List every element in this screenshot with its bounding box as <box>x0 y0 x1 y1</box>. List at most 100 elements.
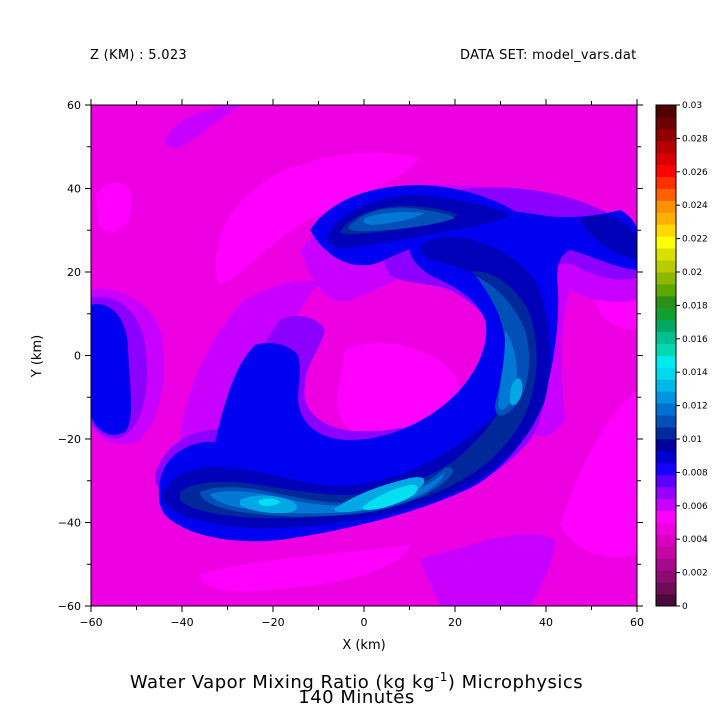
x-tick-label: 40 <box>539 616 553 629</box>
colorbar-swatch <box>656 224 676 237</box>
colorbar-swatch <box>656 248 676 261</box>
y-tick-label: 60 <box>67 99 81 112</box>
colorbar-swatch <box>656 391 676 404</box>
colorbar-swatch <box>656 427 676 440</box>
colorbar-label: 0.004 <box>682 535 708 545</box>
level-label: Z (KM) : 5.023 <box>90 48 187 63</box>
colorbar-swatch <box>656 355 676 368</box>
colorbar-swatch <box>656 486 676 500</box>
y-tick-label: −20 <box>58 433 81 446</box>
x-tick-label: −60 <box>79 616 102 629</box>
colorbar-swatch <box>656 295 676 309</box>
contour-region-purple <box>420 534 555 606</box>
y-tick-label: 0 <box>74 350 81 363</box>
contour-region-sky <box>510 378 523 406</box>
contour-region-purple <box>165 105 240 148</box>
contour-region-cyan <box>362 484 418 510</box>
x-tick-label: −20 <box>261 616 284 629</box>
colorbar: 0 0.002 0.004 0.006 0.008 0.01 0.012 0.014 0.016… <box>655 101 708 612</box>
colorbar-swatch <box>656 582 676 595</box>
colorbar-swatch <box>656 474 676 488</box>
title-tail: ) Microphysics <box>447 672 584 693</box>
chart-title: Water Vapor Mixing Ratio (kg kg-1) Micro… <box>0 668 713 692</box>
colorbar-label: 0.014 <box>682 368 708 378</box>
colorbar-label: 0.006 <box>682 502 708 512</box>
colorbar-swatch <box>656 331 676 344</box>
chart-subtitle: 140 Minutes <box>298 687 415 708</box>
colorbar-swatch <box>656 558 676 571</box>
contour-region-navy <box>580 215 637 260</box>
colorbar-swatch <box>656 462 676 476</box>
colorbar-swatch <box>656 367 676 380</box>
colorbar-swatch <box>656 307 676 321</box>
x-tick-label: 60 <box>630 616 644 629</box>
x-axis-label: X (km) <box>342 638 385 653</box>
contour-region-azure <box>363 212 425 225</box>
colorbar-label: 0.008 <box>682 468 708 478</box>
colorbar-swatch <box>656 534 676 547</box>
y-axis-label: Y (km) <box>30 335 45 378</box>
contour-region-magenta <box>336 343 459 440</box>
colorbar-swatch <box>656 319 676 333</box>
colorbar-swatch <box>656 116 676 130</box>
colorbar-swatch <box>656 188 676 201</box>
colorbar-swatch <box>656 343 676 356</box>
colorbar-label: 0.028 <box>682 134 708 144</box>
y-tick-label: −40 <box>58 517 81 530</box>
y-tick-label: −60 <box>58 600 81 613</box>
colorbar-label: 0.018 <box>682 301 708 311</box>
colorbar-label: 0.026 <box>682 168 708 178</box>
colorbar-swatch <box>656 439 676 452</box>
colorbar-label: 0.024 <box>682 201 708 211</box>
colorbar-swatch <box>656 152 676 166</box>
colorbar-label: 0 <box>682 602 688 612</box>
colorbar-swatch <box>656 522 676 535</box>
colorbar-frame <box>655 104 677 607</box>
x-tick-label: 20 <box>448 616 462 629</box>
colorbar-swatch <box>656 450 676 464</box>
x-tick-label: 0 <box>361 616 368 629</box>
colorbar-swatch <box>656 403 676 416</box>
colorbar-label: 0.002 <box>682 569 708 579</box>
contour-region-cyan <box>258 498 280 506</box>
colorbar-swatch <box>656 283 676 297</box>
y-tick-label: 40 <box>67 183 81 196</box>
colorbar-swatch <box>656 140 676 154</box>
colorbar-label: 0.01 <box>682 435 702 445</box>
colorbar-label: 0.03 <box>682 101 702 111</box>
contour-region-magenta <box>560 390 637 558</box>
contour-region-sky <box>334 477 425 513</box>
y-tick-label: 20 <box>67 266 81 279</box>
colorbar-label: 0.016 <box>682 335 708 345</box>
colorbar-swatch <box>656 176 676 189</box>
colorbar-swatch <box>656 105 676 118</box>
colorbar-swatch <box>656 546 676 559</box>
colorbar-swatch <box>656 128 676 142</box>
colorbar-swatch <box>656 498 676 511</box>
contour-region-blue <box>91 304 132 435</box>
colorbar-swatch <box>656 212 676 225</box>
colorbar-swatch <box>656 164 676 177</box>
colorbar-swatch <box>656 260 676 273</box>
colorbar-swatch <box>656 415 676 428</box>
contour-region-navy <box>163 237 551 529</box>
colorbar-swatch <box>656 200 676 213</box>
contour-region-magenta <box>96 182 133 233</box>
colorbar-label: 0.012 <box>682 402 708 412</box>
colorbar-swatch <box>656 570 676 583</box>
dataset-label: DATA SET: model_vars.dat <box>460 48 637 63</box>
contour-field <box>91 105 637 606</box>
colorbar-swatch <box>656 510 676 523</box>
x-axis: −60 −40 −20 0 20 40 60 <box>79 99 644 629</box>
colorbar-swatch <box>656 272 676 285</box>
colorbar-label: 0.02 <box>682 268 702 278</box>
x-tick-label: −40 <box>170 616 193 629</box>
colorbar-swatch <box>656 594 676 607</box>
contour-region-magenta <box>200 545 410 592</box>
colorbar-label: 0.022 <box>682 235 708 245</box>
title-superscript: -1 <box>434 670 448 684</box>
colorbar-swatch <box>656 379 676 392</box>
y-axis: −60 −40 −20 0 20 40 60 <box>58 99 643 613</box>
